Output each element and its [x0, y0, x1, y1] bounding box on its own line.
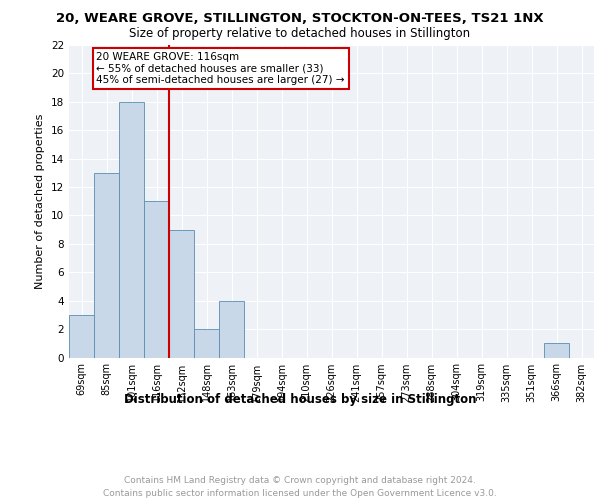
Text: 20, WEARE GROVE, STILLINGTON, STOCKTON-ON-TEES, TS21 1NX: 20, WEARE GROVE, STILLINGTON, STOCKTON-O…: [56, 12, 544, 26]
Text: Distribution of detached houses by size in Stillington: Distribution of detached houses by size …: [124, 392, 476, 406]
Bar: [544, 344, 569, 357]
Bar: [119, 102, 144, 358]
Bar: [144, 201, 169, 358]
Bar: [94, 173, 119, 358]
Bar: [69, 315, 94, 358]
Text: Contains HM Land Registry data © Crown copyright and database right 2024.
Contai: Contains HM Land Registry data © Crown c…: [103, 476, 497, 498]
Text: 20 WEARE GROVE: 116sqm
← 55% of detached houses are smaller (33)
45% of semi-det: 20 WEARE GROVE: 116sqm ← 55% of detached…: [97, 52, 345, 86]
Bar: [219, 300, 244, 358]
Bar: [169, 230, 194, 358]
Bar: [194, 329, 219, 358]
Y-axis label: Number of detached properties: Number of detached properties: [35, 114, 46, 289]
Text: Size of property relative to detached houses in Stillington: Size of property relative to detached ho…: [130, 28, 470, 40]
